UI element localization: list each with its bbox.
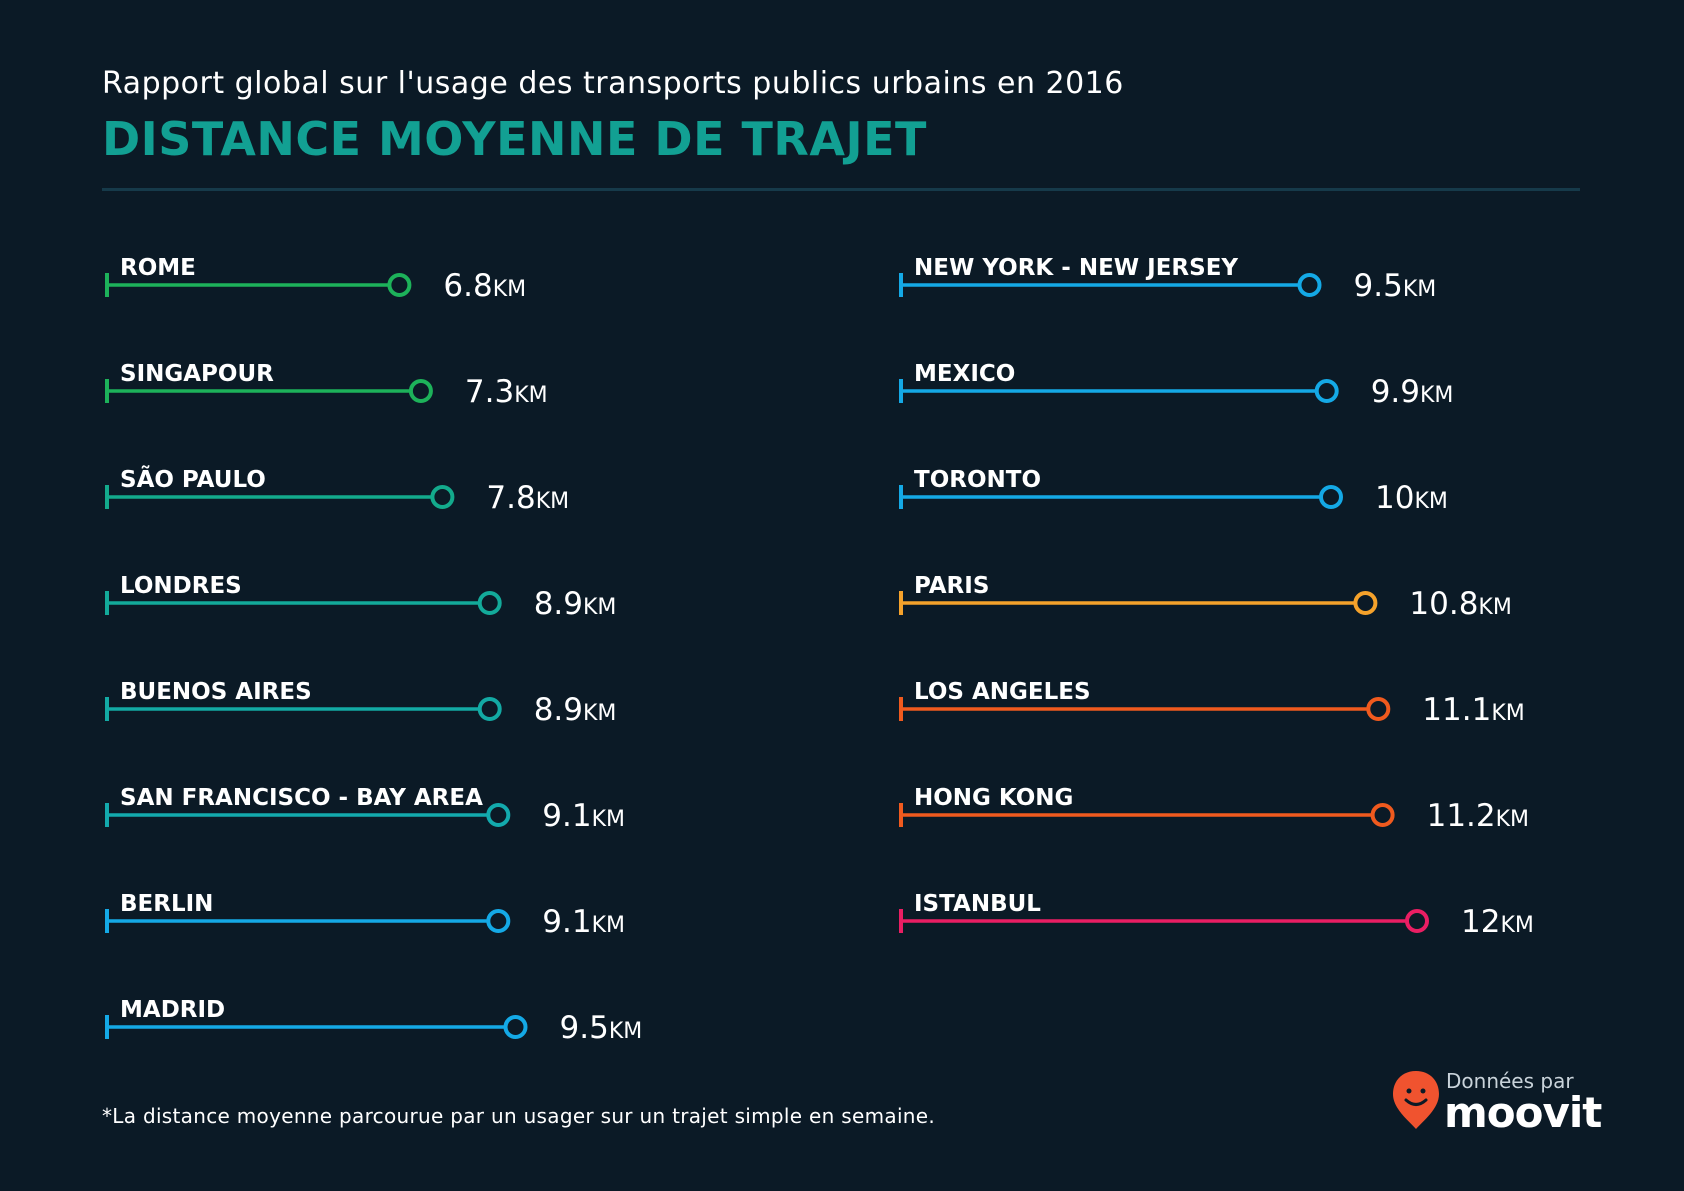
value-number: 9.1 — [542, 904, 591, 940]
value-label: 10KM — [1375, 480, 1448, 516]
end-marker — [486, 909, 511, 933]
end-marker — [1370, 803, 1395, 827]
value-label: 12KM — [1461, 904, 1534, 940]
city-label: BERLIN — [120, 891, 213, 917]
value-number: 9.9 — [1371, 374, 1420, 410]
end-marker — [1405, 909, 1429, 933]
value-number: 8.9 — [534, 692, 583, 728]
value-number: 9.5 — [560, 1010, 609, 1046]
value-unit: KM — [592, 913, 625, 938]
value-label: 9.9KM — [1371, 374, 1454, 410]
city-label: LONDRES — [120, 573, 242, 599]
end-marker — [1353, 591, 1378, 615]
bar-row: SAN FRANCISCO - BAY AREA 9.1KM — [105, 785, 625, 834]
subtitle: Rapport global sur l'usage des transport… — [102, 66, 1124, 101]
value-number: 10.8 — [1409, 586, 1478, 622]
city-label: NEW YORK - NEW JERSEY — [914, 255, 1238, 281]
value-label: 10.8KM — [1409, 586, 1511, 622]
bar-row: LOS ANGELES 11.1KM — [899, 679, 1525, 728]
bar-row: SINGAPOUR 7.3KM — [105, 361, 548, 410]
chart-title: DISTANCE MOYENNE DE TRAJET — [102, 112, 927, 166]
value-label: 7.8KM — [486, 480, 569, 516]
value-label: 11.1KM — [1422, 692, 1524, 728]
city-label: ROME — [120, 255, 196, 281]
value-unit: KM — [592, 807, 625, 832]
city-label: SAN FRANCISCO - BAY AREA — [120, 785, 483, 811]
value-number: 9.5 — [1354, 268, 1403, 304]
bar-row: LONDRES 8.9KM — [105, 573, 617, 622]
title-divider — [102, 188, 1580, 191]
value-number: 6.8 — [443, 268, 492, 304]
value-label: 9.1KM — [542, 904, 625, 940]
value-label: 9.1KM — [542, 798, 625, 834]
brand-name: moovit — [1444, 1088, 1602, 1137]
value-number: 11.1 — [1422, 692, 1491, 728]
end-marker — [408, 379, 433, 403]
value-label: 7.3KM — [465, 374, 548, 410]
value-unit: KM — [1496, 807, 1529, 832]
end-marker — [477, 591, 502, 615]
value-label: 11.2KM — [1427, 798, 1529, 834]
value-number: 8.9 — [534, 586, 583, 622]
bar-row: NEW YORK - NEW JERSEY 9.5KM — [899, 255, 1437, 304]
value-unit: KM — [1420, 383, 1453, 408]
bar-row: MEXICO 9.9KM — [899, 361, 1454, 410]
value-unit: KM — [1491, 701, 1524, 726]
value-label: 9.5KM — [1354, 268, 1437, 304]
city-label: TORONTO — [914, 467, 1041, 493]
city-label: MADRID — [120, 997, 225, 1023]
end-marker — [477, 697, 502, 721]
city-label: SINGAPOUR — [120, 361, 274, 387]
end-marker — [1366, 697, 1391, 721]
bar-row: MADRID 9.5KM — [105, 997, 643, 1046]
bar-row: ROME 6.8KM — [105, 255, 526, 304]
end-marker — [503, 1015, 528, 1039]
end-marker — [1297, 273, 1322, 297]
value-number: 11.2 — [1427, 798, 1496, 834]
bar-row: ISTANBUL 12KM — [899, 891, 1534, 940]
end-marker — [387, 273, 412, 297]
bar-row: BERLIN 9.1KM — [105, 891, 625, 940]
value-label: 8.9KM — [534, 692, 617, 728]
end-marker — [486, 803, 511, 827]
value-unit: KM — [583, 701, 616, 726]
city-label: LOS ANGELES — [914, 679, 1091, 705]
city-label: MEXICO — [914, 361, 1015, 387]
end-marker — [1314, 379, 1339, 403]
moovit-brand: Données par moovit — [1388, 1066, 1602, 1137]
brand-prefix: Données par — [1446, 1069, 1574, 1093]
bar-row: SÃO PAULO 7.8KM — [105, 465, 569, 516]
city-label: SÃO PAULO — [120, 465, 266, 493]
footnote: *La distance moyenne parcourue par un us… — [102, 1104, 936, 1128]
value-unit: KM — [536, 489, 569, 514]
value-unit: KM — [1500, 913, 1533, 938]
city-label: PARIS — [914, 573, 989, 599]
value-unit: KM — [514, 383, 547, 408]
city-label: ISTANBUL — [914, 891, 1041, 917]
value-number: 10 — [1375, 480, 1414, 516]
bar-row: PARIS 10.8KM — [899, 573, 1512, 622]
value-unit: KM — [609, 1019, 642, 1044]
value-unit: KM — [1478, 595, 1511, 620]
value-label: 9.5KM — [560, 1010, 643, 1046]
value-number: 7.8 — [486, 480, 535, 516]
value-label: 6.8KM — [443, 268, 526, 304]
value-unit: KM — [1414, 489, 1447, 514]
value-unit: KM — [1403, 277, 1436, 302]
value-number: 7.3 — [465, 374, 514, 410]
value-unit: KM — [493, 277, 526, 302]
value-number: 9.1 — [542, 798, 591, 834]
value-number: 12 — [1461, 904, 1500, 940]
bar-row: TORONTO 10KM — [899, 467, 1448, 516]
bar-row: BUENOS AIRES 8.9KM — [105, 679, 617, 728]
city-label: BUENOS AIRES — [120, 679, 312, 705]
bar-row: HONG KONG 11.2KM — [899, 785, 1529, 834]
end-marker — [1319, 485, 1343, 509]
value-unit: KM — [583, 595, 616, 620]
map-pin-smiley-icon — [1393, 1071, 1439, 1129]
city-label: HONG KONG — [914, 785, 1073, 811]
end-marker — [430, 485, 455, 509]
value-label: 8.9KM — [534, 586, 617, 622]
